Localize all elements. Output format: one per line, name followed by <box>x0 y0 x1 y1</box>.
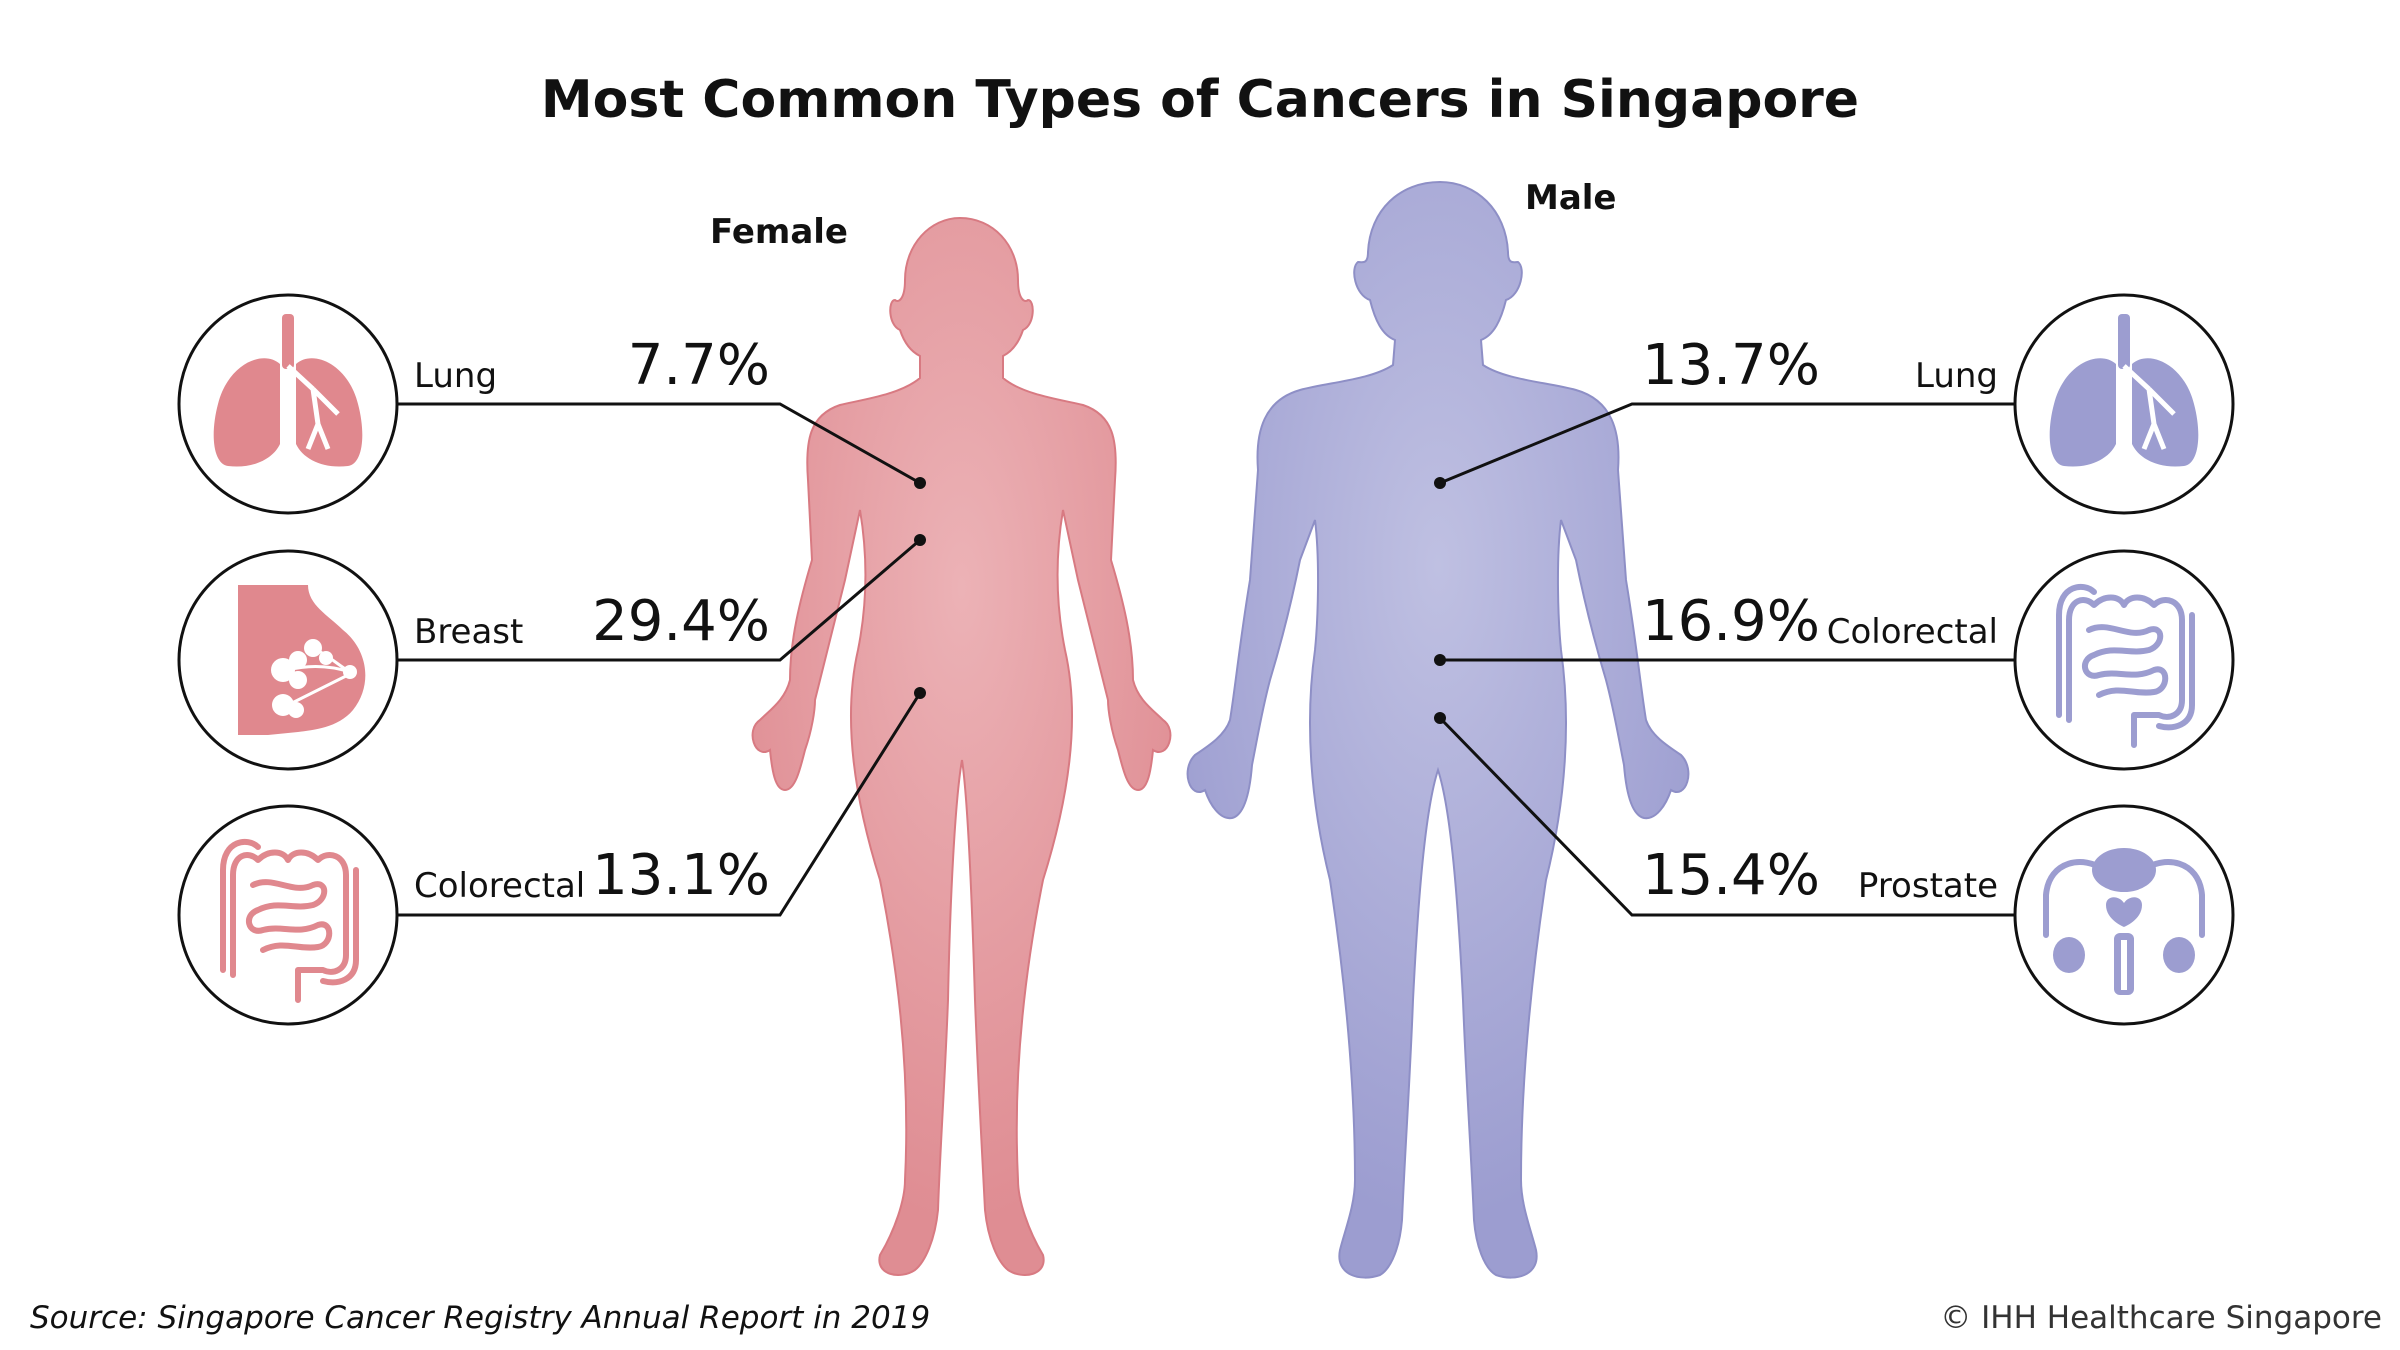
male-heading: Male <box>1525 178 1617 218</box>
anchor-dots <box>914 477 1446 724</box>
anchor-dot-male-prostate <box>1434 712 1446 724</box>
prostate-icon <box>2043 848 2205 995</box>
leader-line-male-prostate <box>1438 716 2015 917</box>
female-colorectal-percent: 13.1% <box>592 843 770 908</box>
colorectal-icon <box>2056 583 2195 748</box>
male-lung-label: Lung <box>1914 356 1998 396</box>
female-colorectal-label: Colorectal <box>414 866 586 906</box>
male-colorectal-percent: 16.9% <box>1642 589 1820 654</box>
male-prostate-percent: 15.4% <box>1642 843 1820 908</box>
female-breast-percent: 29.4% <box>592 589 770 654</box>
anchor-dot-female-colorectal <box>914 687 926 699</box>
leader-line-female-colorectal <box>397 692 922 917</box>
female-heading: Female <box>710 212 848 252</box>
leader-line-female-breast <box>397 538 921 662</box>
female-lung-percent: 7.7% <box>627 333 770 398</box>
colorectal-icon <box>220 838 359 1003</box>
male-body-silhouette <box>1186 180 1690 1279</box>
male-colorectal-label: Colorectal <box>1826 612 1998 652</box>
anchor-dot-male-lung <box>1434 477 1446 489</box>
leader-lines <box>397 402 2015 917</box>
source-note: Source: Singapore Cancer Registry Annual… <box>30 1300 931 1336</box>
male-colorectal-circle <box>2013 549 2235 771</box>
female-breast-label: Breast <box>414 612 524 652</box>
female-lung-label: Lung <box>414 356 498 396</box>
anchor-dot-female-lung <box>914 477 926 489</box>
male-lung-percent: 13.7% <box>1642 333 1820 398</box>
lung-icon <box>2049 314 2199 467</box>
male-prostate-label: Prostate <box>1857 866 1998 906</box>
copyright-note: © IHH Healthcare Singapore <box>1940 1300 2382 1336</box>
female-colorectal-circle <box>177 804 399 1026</box>
page-title: Most Common Types of Cancers in Singapor… <box>540 70 1860 130</box>
leader-line-male-lung <box>1439 402 2015 485</box>
anchor-dot-male-colorectal <box>1434 654 1446 666</box>
breast-icon <box>238 585 366 735</box>
anchor-dot-female-breast <box>914 534 926 546</box>
lung-icon <box>213 314 363 467</box>
leader-line-female-lung <box>397 402 921 485</box>
female-body-silhouette <box>751 216 1172 1276</box>
